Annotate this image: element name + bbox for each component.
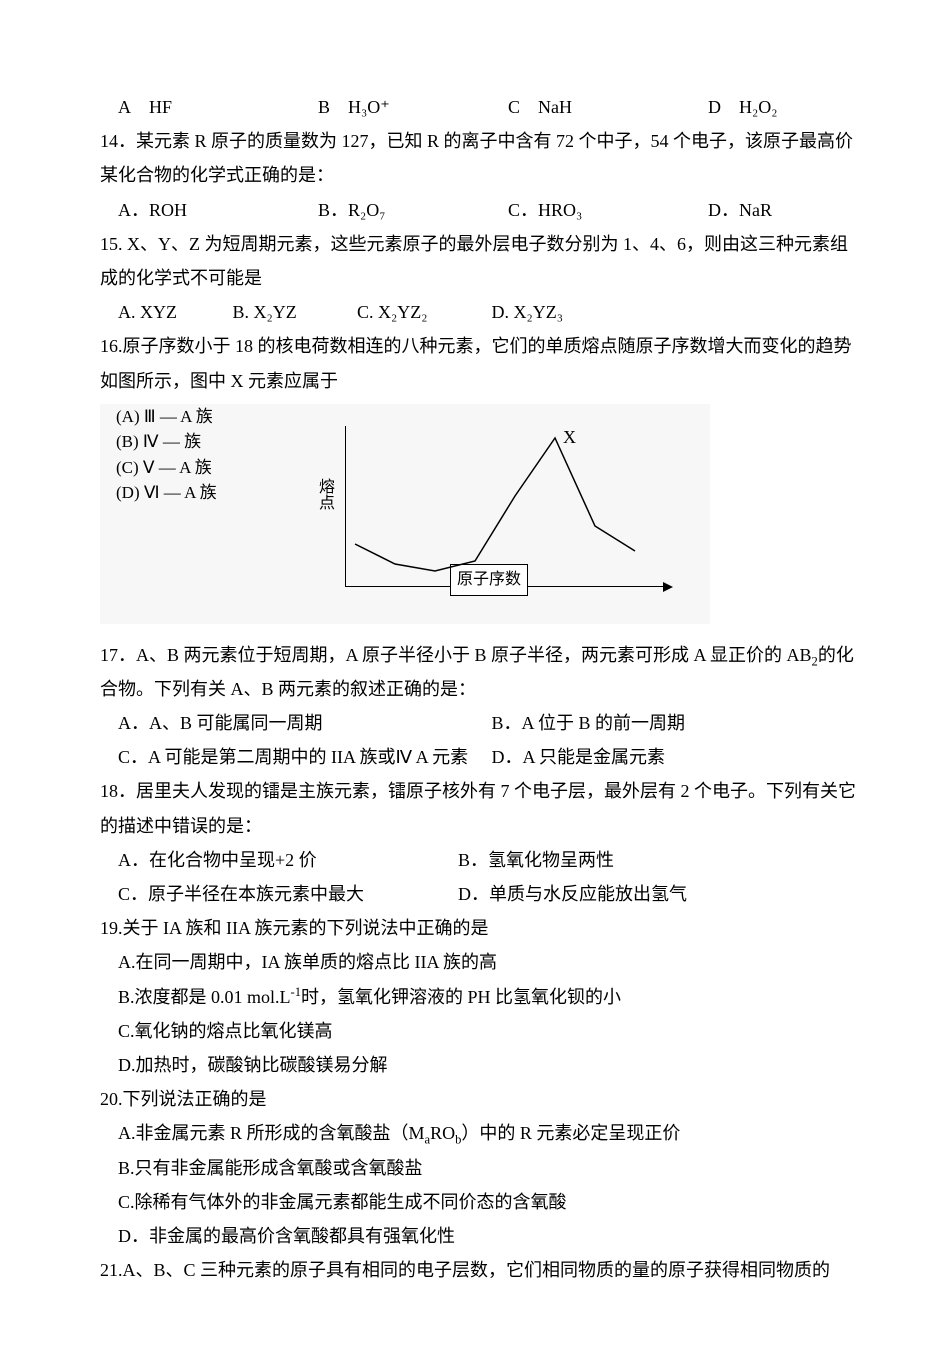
q14-opt-b: B．R₂O₇ (318, 193, 508, 227)
q17-opt-b: B．A 位于 B 的前一周期 (492, 706, 866, 740)
q13-opt-c: C NaH (508, 90, 708, 124)
q19-opt-c: C.氧化钠的熔点比氧化镁高 (100, 1014, 865, 1048)
q19-opt-d: D.加热时，碳酸钠比碳酸镁易分解 (100, 1048, 865, 1082)
q21-stem: 21.A、B、C 三种元素的原子具有相同的电子层数，它们相同物质的量的原子获得相… (100, 1253, 865, 1287)
q20-a-mid: RO (430, 1123, 455, 1143)
q14-opt-d: D．NaR (708, 193, 865, 227)
q17-options-row1: A．A、B 可能属同一周期 B．A 位于 B 的前一周期 (100, 706, 865, 740)
q18-stem: 18．居里夫人发现的镭是主族元素，镭原子核外有 7 个电子层，最外层有 2 个电… (100, 774, 865, 842)
q20-opt-a: A.非金属元素 R 所形成的含氧酸盐（MaROb）中的 R 元素必定呈现正价 (100, 1116, 865, 1150)
q18-options-row1: A．在化合物中呈现+2 价 B．氢氧化物呈两性 (100, 843, 865, 877)
q17-opt-c: C．A 可能是第二周期中的 IIA 族或Ⅳ A 元素 (118, 740, 492, 774)
y-axis-label: 熔点 (319, 480, 337, 514)
q14-options: A．ROH B．R₂O₇ C．HRO₃ D．NaR (100, 193, 865, 227)
q15-stem: 15. X、Y、Z 为短周期元素，这些元素原子的最外层电子数分别为 1、4、6，… (100, 227, 865, 295)
q16-figure: (A) Ⅲ — A 族 (B) Ⅳ — 族 (C) Ⅴ — A 族 (D) Ⅵ … (100, 404, 710, 624)
q17-stem-pre: 17．A、B 两元素位于短周期，A 原子半径小于 B 原子半径，两元素可形成 A… (100, 645, 812, 665)
q17-opt-d: D．A 只能是金属元素 (492, 740, 866, 774)
q16-chart: 熔点 原子序数 X (305, 426, 685, 616)
q19-b-post: 时，氢氧化钾溶液的 PH 比氢氧化钡的小 (301, 987, 621, 1007)
q19-b-sup: -1 (291, 985, 302, 999)
q16-stem: 16.原子序数小于 18 的核电荷数相连的八种元素，它们的单质熔点随原子序数增大… (100, 329, 865, 397)
chart-curve-path (355, 438, 635, 571)
q14-stem: 14．某元素 R 原子的质量数为 127，已知 R 的离子中含有 72 个中子，… (100, 124, 865, 192)
q13-opt-a: A HF (118, 90, 318, 124)
q19-stem: 19.关于 IA 族和 IIA 族元素的下列说法中正确的是 (100, 911, 865, 945)
q19-opt-b: B.浓度都是 0.01 mol.L-1时，氢氧化钾溶液的 PH 比氢氧化钡的小 (100, 980, 865, 1014)
q13-opt-d: D H₂O₂ (708, 90, 865, 124)
q15-opt-d: D. X₂YZ₃ (492, 295, 564, 329)
q18-opt-b: B．氢氧化物呈两性 (458, 843, 614, 877)
q16-opt-b: (B) Ⅳ — 族 (116, 429, 217, 455)
q13-opt-b: B H₃O⁺ (318, 90, 508, 124)
q20-a-post: ）中的 R 元素必定呈现正价 (461, 1123, 680, 1143)
q15-opt-b: B. X₂YZ (233, 295, 353, 329)
q14-opt-c: C．HRO₃ (508, 193, 708, 227)
q15-opt-a: A. XYZ (118, 295, 228, 329)
q18-opt-d: D．单质与水反应能放出氢气 (458, 877, 687, 911)
q19-b-pre: B.浓度都是 0.01 mol.L (118, 987, 291, 1007)
q19-opt-a: A.在同一周期中，IA 族单质的熔点比 IIA 族的高 (100, 945, 865, 979)
q17-opt-a: A．A、B 可能属同一周期 (118, 706, 492, 740)
q16-opt-a: (A) Ⅲ — A 族 (116, 404, 217, 430)
q20-opt-b: B.只有非金属能形成含氧酸或含氧酸盐 (100, 1151, 865, 1185)
q20-opt-c: C.除稀有气体外的非金属元素都能生成不同价态的含氧酸 (100, 1185, 865, 1219)
q14-opt-a: A．ROH (118, 193, 318, 227)
q16-opt-d: (D) Ⅵ — A 族 (116, 480, 217, 506)
q17-stem: 17．A、B 两元素位于短周期，A 原子半径小于 B 原子半径，两元素可形成 A… (100, 638, 865, 706)
q18-opt-a: A．在化合物中呈现+2 价 (118, 843, 458, 877)
chart-x-mark: X (563, 420, 576, 454)
q17-options-row2: C．A 可能是第二周期中的 IIA 族或Ⅳ A 元素 D．A 只能是金属元素 (100, 740, 865, 774)
q18-opt-c: C．原子半径在本族元素中最大 (118, 877, 458, 911)
q20-a-pre: A.非金属元素 R 所形成的含氧酸盐（M (118, 1123, 425, 1143)
q20-opt-d: D．非金属的最高价含氧酸都具有强氧化性 (100, 1219, 865, 1253)
chart-curve-svg (345, 426, 665, 586)
q16-figure-options: (A) Ⅲ — A 族 (B) Ⅳ — 族 (C) Ⅴ — A 族 (D) Ⅵ … (116, 404, 217, 506)
q18-options-row2: C．原子半径在本族元素中最大 D．单质与水反应能放出氢气 (100, 877, 865, 911)
q15-options: A. XYZ B. X₂YZ C. X₂YZ₂ D. X₂YZ₃ (100, 295, 865, 329)
q20-stem: 20.下列说法正确的是 (100, 1082, 865, 1116)
q13-options: A HF B H₃O⁺ C NaH D H₂O₂ (100, 90, 865, 124)
q15-opt-c: C. X₂YZ₂ (357, 295, 487, 329)
q16-opt-c: (C) Ⅴ — A 族 (116, 455, 217, 481)
